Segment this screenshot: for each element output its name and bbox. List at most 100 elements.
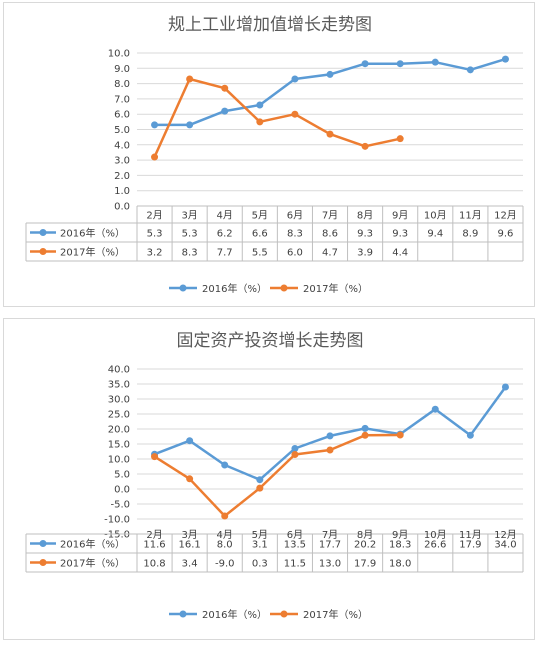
data-label: 9.3	[392, 229, 408, 240]
data-label: 9.6	[498, 229, 514, 240]
data-label: 4.4	[392, 248, 408, 259]
data-point-1	[501, 55, 509, 63]
legend-marker	[280, 284, 288, 292]
data-label: 5.3	[182, 229, 198, 240]
y-tick-label: -10.0	[104, 515, 130, 526]
data-point-2	[151, 153, 159, 161]
x-tick-label: 4月	[217, 529, 233, 541]
data-label: 6.0	[287, 248, 303, 259]
y-tick-label: 5.0	[114, 125, 130, 136]
data-point-2	[221, 512, 229, 520]
x-tick-label: 9月	[392, 529, 408, 541]
industrial-chart-panel: 规上工业增加值增长走势图 0.0 1.0 2.0 3.0 4.0 5.0 6.0 7.0 8.0 9…	[3, 2, 535, 307]
data-label: 4.7	[322, 248, 338, 259]
data-label: 3.4	[182, 559, 198, 570]
x-tick-label: 10月	[424, 529, 447, 541]
data-point-2	[256, 484, 264, 492]
data-label: 13.5	[284, 540, 306, 551]
investment-chart-panel: 固定资产投资增长走势图 -15.0 -10.0 -5.0 0.0 5.0 10.0 15.0 2…	[3, 318, 535, 640]
data-label: 6.2	[217, 229, 233, 240]
chart-title: 固定资产投资增长走势图	[177, 331, 364, 351]
x-tick-label: 3月	[181, 529, 197, 541]
data-point-2	[396, 431, 404, 439]
data-label: 8.3	[182, 248, 198, 259]
data-point-1	[186, 121, 194, 129]
table-legend-marker	[39, 248, 47, 255]
data-point-2	[396, 135, 404, 143]
data-point-2	[291, 451, 299, 458]
x-tick-label: 4月	[217, 210, 233, 222]
x-tick-label: 5月	[252, 529, 268, 541]
data-point-1	[501, 383, 509, 391]
data-label: 20.2	[354, 540, 376, 551]
x-tick-label: 10月	[424, 210, 447, 222]
y-tick-label: -15.0	[104, 530, 130, 541]
legend-marker	[179, 610, 187, 618]
table-series-name: 2016年（%）	[60, 538, 125, 551]
data-point-2	[361, 431, 369, 439]
data-label: 17.9	[354, 559, 376, 570]
y-tick-label: 4.0	[114, 140, 130, 151]
data-label: 7.7	[217, 248, 233, 259]
data-point-2	[186, 475, 194, 483]
data-point-2	[291, 110, 299, 118]
data-label: 18.3	[389, 540, 411, 551]
data-label: 11.5	[284, 559, 306, 570]
data-point-1	[151, 121, 159, 129]
data-point-1	[291, 75, 299, 83]
data-point-1	[431, 405, 439, 413]
y-tick-label: 10.0	[108, 49, 130, 60]
data-point-1	[431, 58, 439, 66]
data-label: 18.0	[389, 559, 411, 570]
y-tick-label: 7.0	[114, 94, 130, 105]
y-tick-label: 1.0	[114, 186, 130, 197]
data-point-2	[361, 142, 369, 150]
x-tick-label: 8月	[357, 210, 373, 222]
y-tick-label: 5.0	[114, 470, 130, 481]
x-tick-label: 6月	[287, 529, 303, 541]
legend-label: 2016年（%）	[202, 282, 267, 295]
data-point-1	[361, 424, 369, 432]
data-point-1	[466, 431, 474, 439]
series-line-2	[153, 433, 401, 518]
data-label: 6.6	[252, 229, 268, 240]
y-tick-label: 35.0	[108, 380, 130, 391]
x-tick-label: 7月	[322, 210, 338, 222]
y-tick-label: 3.0	[114, 156, 130, 167]
data-label: 5.3	[147, 229, 163, 240]
y-tick-label: 30.0	[108, 395, 130, 406]
data-label: 8.9	[462, 229, 478, 240]
data-label: 8.6	[322, 229, 338, 240]
data-label: 17.7	[319, 540, 341, 551]
x-tick-label: 9月	[392, 210, 408, 222]
data-point-1	[221, 461, 229, 469]
x-tick-label: 2月	[146, 210, 162, 222]
x-tick-label: 11月	[459, 210, 482, 222]
series-line-2	[153, 77, 401, 158]
x-tick-label: 8月	[357, 529, 373, 541]
legend-label: 2017年（%）	[303, 282, 368, 295]
legend-marker	[280, 610, 288, 618]
data-point-1	[361, 60, 369, 68]
data-point-2	[221, 84, 229, 92]
table-legend-marker	[39, 540, 47, 547]
y-tick-label: 10.0	[108, 455, 130, 466]
data-label: 9.4	[427, 229, 443, 240]
x-tick-label: 2月	[146, 529, 162, 541]
data-point-2	[326, 446, 334, 454]
table-series-name: 2017年（%）	[60, 557, 125, 570]
data-point-1	[466, 66, 474, 74]
x-tick-label: 5月	[252, 210, 268, 222]
data-label: 13.0	[319, 559, 341, 570]
data-label: 11.6	[143, 540, 165, 551]
y-tick-label: 20.0	[108, 425, 130, 436]
data-label: 3.1	[252, 540, 268, 551]
x-tick-label: 3月	[181, 210, 197, 222]
y-tick-label: 40.0	[108, 365, 130, 376]
y-tick-label: 2.0	[114, 171, 130, 182]
data-label: 16.1	[179, 540, 201, 551]
x-tick-label: 12月	[494, 210, 517, 222]
data-label: 17.9	[459, 540, 481, 551]
data-label: 3.2	[147, 248, 163, 259]
data-point-1	[256, 101, 264, 109]
